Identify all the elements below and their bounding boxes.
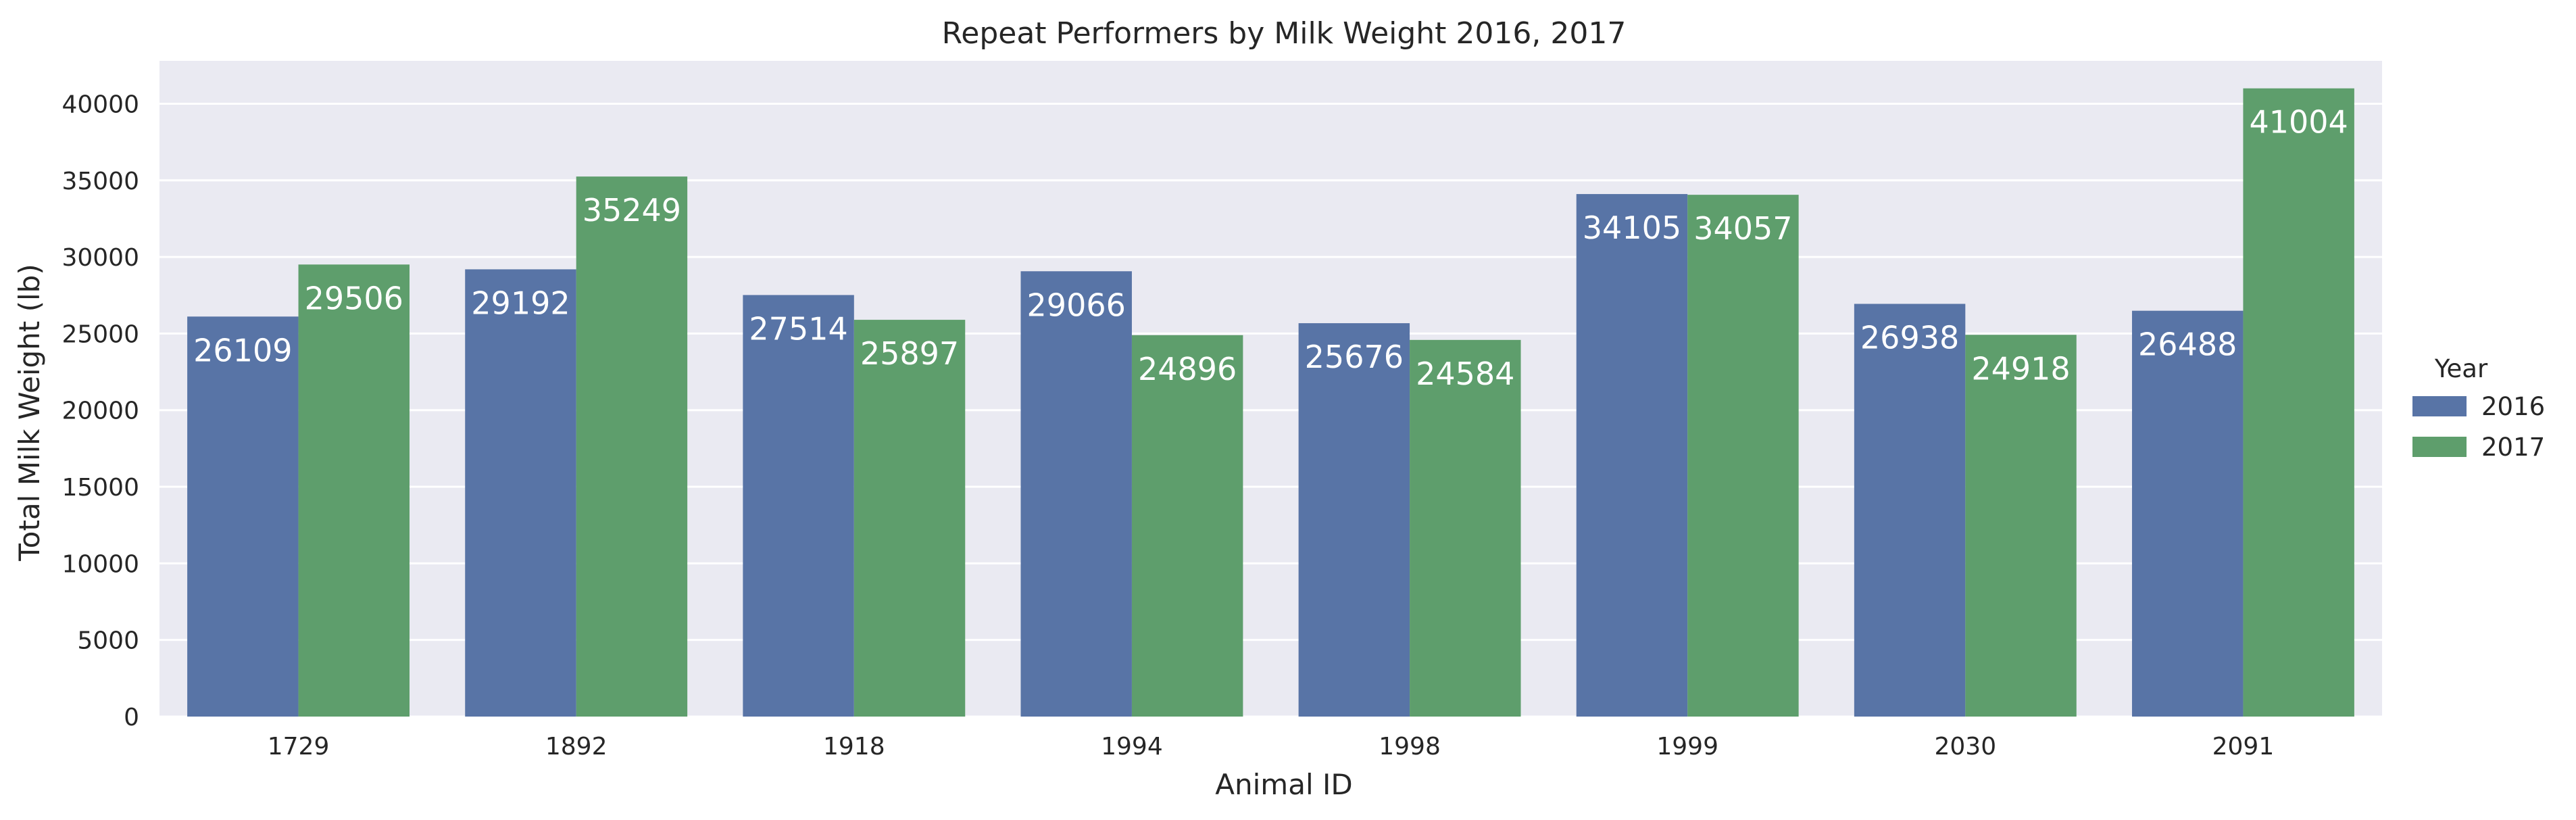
y-tick-label: 25000: [61, 320, 139, 348]
y-axis-label: Total Milk Weight (lb): [13, 264, 46, 561]
bar-2016-1994: [1020, 271, 1132, 717]
x-tick-label: 2091: [2212, 733, 2275, 761]
bar-2017-1999: [1687, 195, 1799, 717]
data-label: 26938: [1860, 319, 1959, 356]
x-tick-label: 1994: [1101, 733, 1163, 761]
x-axis-ticks: 1729 1892 1918 1994 1998 1999 2030 2091: [268, 733, 2275, 761]
bar-2016-2091: [2131, 310, 2244, 717]
bar-2017-1998: [1410, 339, 1521, 717]
bar-2016-1999: [1576, 194, 1688, 717]
x-tick-label: 1729: [268, 733, 330, 761]
chart-title: Repeat Performers by Milk Weight 2016, 2…: [942, 16, 1627, 51]
data-label: 29192: [471, 285, 570, 321]
legend-label: 2017: [2481, 433, 2545, 462]
legend-swatch: [2412, 396, 2467, 416]
bar-2017-1918: [853, 320, 966, 717]
x-tick-label: 1998: [1379, 733, 1441, 761]
data-label: 41004: [2249, 104, 2348, 141]
data-label: 29506: [305, 280, 403, 316]
data-label: 34105: [1583, 210, 1681, 246]
data-label: 25897: [860, 335, 959, 372]
data-label: 24584: [1416, 356, 1514, 392]
legend-swatch: [2412, 437, 2467, 457]
data-label: 35249: [583, 192, 681, 228]
bar-2017-1892: [576, 176, 688, 717]
x-tick-label: 1892: [545, 733, 608, 761]
legend: Year 2016 2017: [2412, 354, 2545, 462]
data-label: 27514: [749, 310, 847, 347]
data-label: 29066: [1027, 287, 1126, 323]
data-label: 24896: [1138, 351, 1237, 387]
y-tick-label: 35000: [61, 168, 139, 195]
y-tick-label: 5000: [77, 627, 139, 655]
data-label: 24918: [1971, 350, 2070, 387]
bar-2016-1892: [465, 269, 576, 717]
data-label: 26488: [2138, 327, 2237, 363]
legend-title: Year: [2434, 354, 2488, 383]
legend-label: 2016: [2481, 392, 2545, 421]
data-label: 25676: [1305, 339, 1404, 375]
y-tick-label: 40000: [61, 91, 139, 118]
y-tick-label: 15000: [61, 474, 139, 502]
bars: [187, 88, 2354, 717]
x-axis-label: Animal ID: [1215, 768, 1352, 801]
bar-2017-1729: [298, 264, 410, 717]
data-label: 34057: [1693, 210, 1792, 247]
bar-2016-1729: [187, 316, 299, 717]
data-label: 26109: [193, 332, 292, 368]
bar-2017-2030: [1965, 335, 2077, 717]
y-tick-label: 30000: [61, 244, 139, 272]
bar-2017-1994: [1131, 335, 1243, 717]
y-tick-label: 0: [124, 704, 139, 731]
y-tick-label: 10000: [61, 550, 139, 578]
y-axis-ticks: 0 5000 10000 15000 20000 25000 30000 35000 40000: [61, 91, 139, 731]
bar-2016-1918: [743, 295, 854, 717]
bar-2016-1998: [1298, 323, 1410, 717]
x-tick-label: 1918: [823, 733, 885, 761]
bar-2017-2091: [2243, 88, 2354, 717]
data-labels: 26109 29506 29192 35249 27514 25897 29066 24896…: [193, 104, 2348, 392]
y-tick-label: 20000: [61, 397, 139, 425]
x-tick-label: 1999: [1656, 733, 1718, 761]
bar-2016-2030: [1854, 304, 1966, 717]
x-tick-label: 2030: [1935, 733, 1997, 761]
